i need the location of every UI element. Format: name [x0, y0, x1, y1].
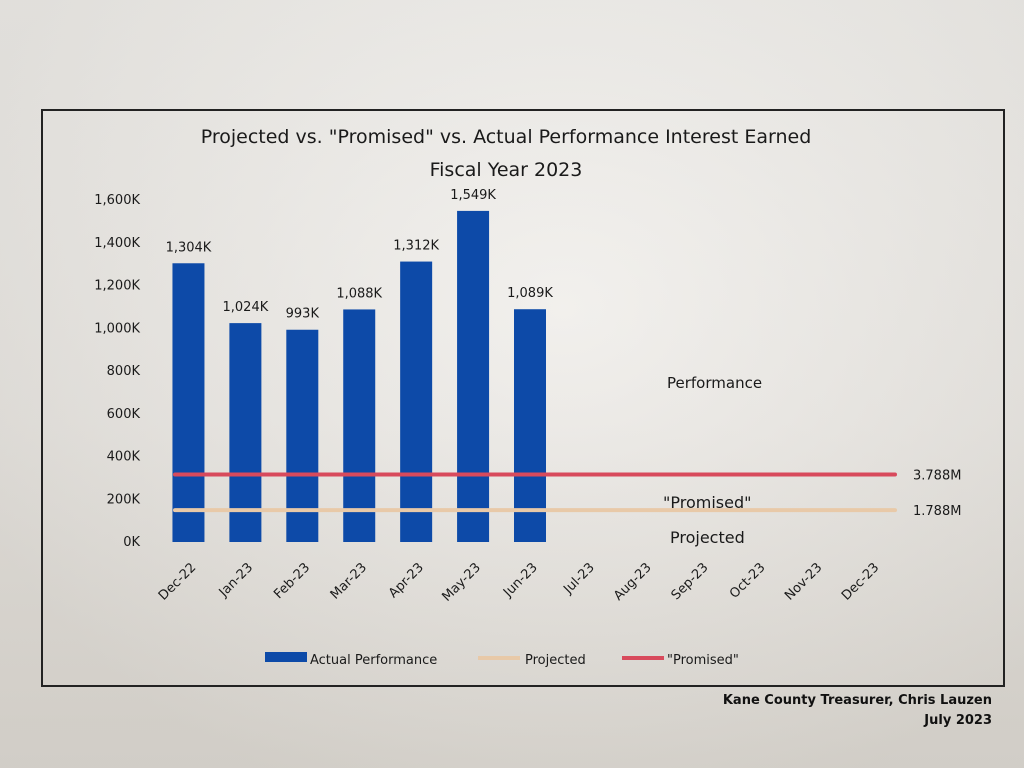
bar-data-label: 1,088K — [336, 286, 382, 301]
x-tick-label: Dec-23 — [839, 560, 882, 603]
x-tick-label: Aug-23 — [611, 560, 655, 604]
legend: Actual Performance Projected "Promised" — [265, 652, 739, 668]
bar-data-label: 1,304K — [166, 240, 212, 255]
y-axis: 0K 200K 400K 600K 800K 1,000K 1,200K 1,400K 1,60… — [94, 193, 140, 550]
bar-series: 1,304K 1,024K 993K 1,088K 1,312K 1,549K 1,089K — [166, 188, 553, 542]
y-tick-label: 0K — [123, 535, 140, 550]
x-tick-label: Jan-23 — [216, 560, 257, 601]
x-tick-label: Nov-23 — [782, 560, 825, 603]
bar — [286, 329, 319, 542]
legend-label-projected: Projected — [525, 653, 586, 668]
bar — [400, 261, 433, 542]
bar — [172, 263, 205, 542]
footer-author: Kane County Treasurer, Chris Lauzen — [722, 693, 992, 708]
bar-data-label: 1,024K — [223, 300, 269, 315]
x-tick-label: Jun-23 — [500, 560, 541, 601]
y-tick-label: 200K — [107, 492, 141, 507]
x-tick-label: May-23 — [439, 560, 483, 604]
reference-line-label: 1.788M — [913, 504, 961, 519]
x-tick-label: Mar-23 — [328, 560, 370, 602]
legend-label-promised: "Promised" — [667, 653, 739, 668]
y-tick-label: 1,000K — [94, 321, 140, 336]
chart-frame — [41, 109, 1005, 687]
bar-data-label: 1,312K — [393, 239, 439, 254]
annotation-promised: "Promised" — [663, 493, 751, 512]
x-tick-label: Apr-23 — [386, 560, 427, 601]
reference-lines: 1.788M 3.788M — [173, 468, 961, 519]
bar-data-label: 1,089K — [507, 286, 553, 301]
bar-data-label: 993K — [286, 307, 320, 322]
y-tick-label: 400K — [107, 450, 141, 465]
bar — [229, 323, 262, 542]
x-axis: Dec-22 Jan-23 Feb-23 Mar-23 Apr-23 May-23 Jun-… — [156, 560, 882, 604]
y-tick-label: 600K — [107, 407, 141, 422]
chart-title: Projected vs. "Promised" vs. Actual Perf… — [201, 126, 812, 148]
annotation-performance: Performance — [667, 374, 762, 392]
x-tick-label: Dec-22 — [156, 560, 199, 603]
legend-label-actual: Actual Performance — [310, 653, 437, 668]
x-tick-label: Feb-23 — [271, 560, 313, 602]
bar — [343, 309, 376, 542]
annotation-projected: Projected — [670, 528, 745, 547]
y-tick-label: 800K — [107, 364, 141, 379]
footer-date: July 2023 — [924, 713, 992, 728]
y-tick-label: 1,200K — [94, 279, 140, 294]
x-tick-label: Oct-23 — [727, 560, 769, 602]
bar — [514, 309, 546, 542]
bar-data-label: 1,549K — [450, 188, 496, 203]
x-tick-label: Jul-23 — [560, 560, 597, 597]
y-tick-label: 1,400K — [94, 236, 140, 251]
y-tick-label: 1,600K — [94, 193, 140, 208]
reference-line-label: 3.788M — [913, 468, 961, 483]
legend-swatch-actual — [265, 652, 307, 662]
chart-subtitle: Fiscal Year 2023 — [430, 159, 583, 181]
bar — [457, 210, 490, 542]
x-tick-label: Sep-23 — [669, 560, 712, 603]
